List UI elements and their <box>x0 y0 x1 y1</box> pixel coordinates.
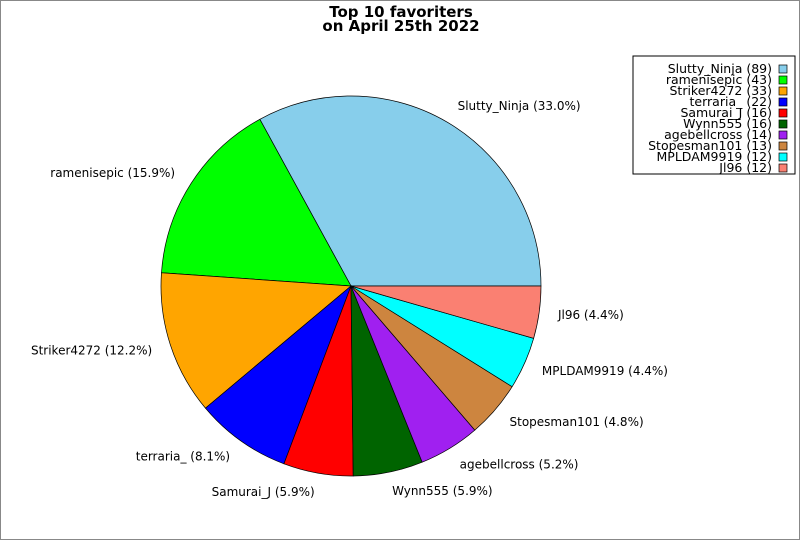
pie-slice-terraria- <box>204 284 352 465</box>
chart-title-line-1: Top 10 favoriters <box>329 3 473 21</box>
legend-swatch <box>778 108 788 118</box>
legend-swatch <box>778 75 788 85</box>
slice-label: agebellcross (5.2%) <box>460 458 579 472</box>
slice-label: MPLDAM9919 (4.4%) <box>542 364 668 378</box>
pie-slice-slutty-ninja <box>259 95 542 287</box>
legend-swatch <box>778 119 788 129</box>
legend-label: Striker4272 (33) <box>669 83 772 98</box>
legend-swatch <box>778 163 788 173</box>
slice-label: Wynn555 (5.9%) <box>392 484 493 498</box>
legend-box <box>632 55 796 175</box>
legend-swatch <box>778 64 788 74</box>
slice-label: Slutty_Ninja (33.0%) <box>458 99 581 113</box>
slice-label: Striker4272 (12.2%) <box>31 344 152 358</box>
slice-label: Jl96 (4.4%) <box>557 308 624 322</box>
legend-label: terraria_ (22) <box>690 94 772 109</box>
slice-label: Stopesman101 (4.8%) <box>510 415 644 429</box>
legend-swatch <box>778 97 788 107</box>
pie-slice-ramenisepic <box>161 118 352 287</box>
legend-swatch <box>778 141 788 151</box>
legend-label: MPLDAM9919 (12) <box>657 149 772 164</box>
legend: Slutty_Ninja (89)ramenisepic (43)Striker… <box>632 55 796 175</box>
legend-label: ramenisepic (43) <box>666 72 772 87</box>
slice-label: terraria_ (8.1%) <box>136 450 230 464</box>
slice-label: Samurai_J (5.9%) <box>212 485 315 499</box>
chart-title-line-2: on April 25th 2022 <box>322 17 479 35</box>
legend-label: agebellcross (14) <box>664 127 772 142</box>
legend-label: Slutty_Ninja (89) <box>668 61 772 76</box>
legend-swatch <box>778 130 788 140</box>
legend-label: Samurai_J (16) <box>680 105 772 120</box>
legend-label: Stopesman101 (13) <box>648 138 772 153</box>
slice-label: ramenisepic (15.9%) <box>50 166 175 180</box>
legend-swatch <box>778 152 788 162</box>
legend-label: Wynn555 (16) <box>683 116 772 131</box>
legend-label: Jl96 (12) <box>718 160 772 175</box>
pie-slice-jl96 <box>350 285 542 339</box>
pie-slice-striker4272 <box>160 272 352 409</box>
legend-swatch <box>778 86 788 96</box>
